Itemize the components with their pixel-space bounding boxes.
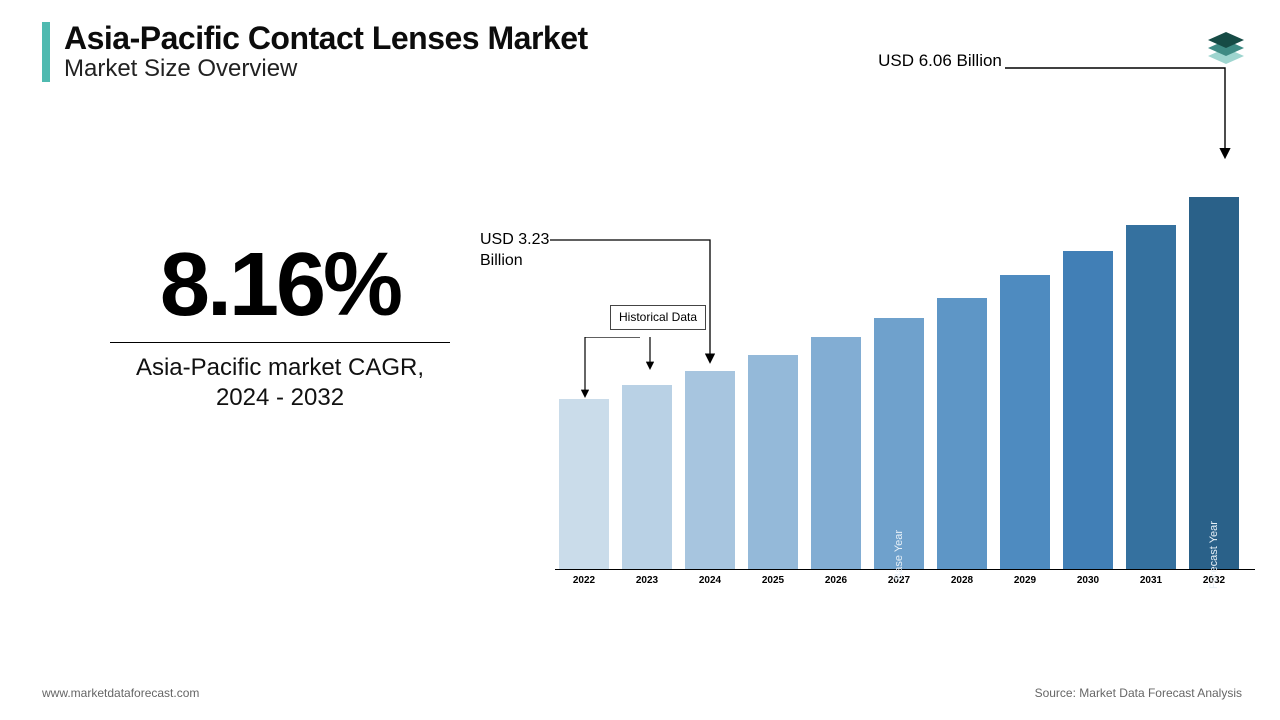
bar-inline-label: Forecast Year [1208,521,1220,589]
divider [110,342,450,343]
chart-bar: 2029 [1000,275,1050,569]
x-tick-label: 2030 [1077,569,1099,586]
cagr-caption: Asia-Pacific market CAGR, 2024 - 2032 [110,353,450,413]
page-subtitle: Market Size Overview [64,56,588,82]
chart-bar: 2026 [811,337,861,569]
cagr-block: 8.16% Asia-Pacific market CAGR, 2024 - 2… [110,240,450,413]
x-tick-label: 2024 [699,569,721,586]
x-tick-label: 2023 [636,569,658,586]
accent-bar [42,22,50,82]
x-tick-label: 2031 [1140,569,1162,586]
chart-bar: 2027Base Year [874,318,924,569]
header: Asia-Pacific Contact Lenses Market Marke… [42,22,588,82]
page-title: Asia-Pacific Contact Lenses Market [64,22,588,56]
chart-bar: 2025 [748,355,798,569]
callout-start-value: USD 3.23 Billion [480,230,550,272]
chart-bar: 2031 [1126,225,1176,569]
chart-bar: 2028 [937,298,987,570]
chart-bar: 2030 [1063,251,1113,569]
cagr-value: 8.16% [110,240,450,330]
footer-source: Source: Market Data Forecast Analysis [1035,686,1242,700]
chart-plot-area: 2022 2023 2024 2025 2026 2027Base Year 2028 202… [555,140,1255,570]
chart-bar: 2022 [559,399,609,569]
x-tick-label: 2025 [762,569,784,586]
x-tick-label: 2029 [1014,569,1036,586]
x-tick-label: 2026 [825,569,847,586]
brand-logo-icon [1200,18,1252,70]
chart-bar: 2023 [622,385,672,569]
footer-url: www.marketdataforecast.com [42,686,199,700]
chart-bar: 2032Forecast Year [1189,197,1239,569]
x-tick-label: 2028 [951,569,973,586]
market-size-bar-chart: USD 6.06 Billion USD 3.23 Billion Histor… [555,90,1255,620]
callout-end-value: USD 6.06 Billion [875,50,1005,71]
chart-bar: 2024 [685,371,735,569]
x-tick-label: 2022 [573,569,595,586]
bar-inline-label: Base Year [893,530,905,580]
